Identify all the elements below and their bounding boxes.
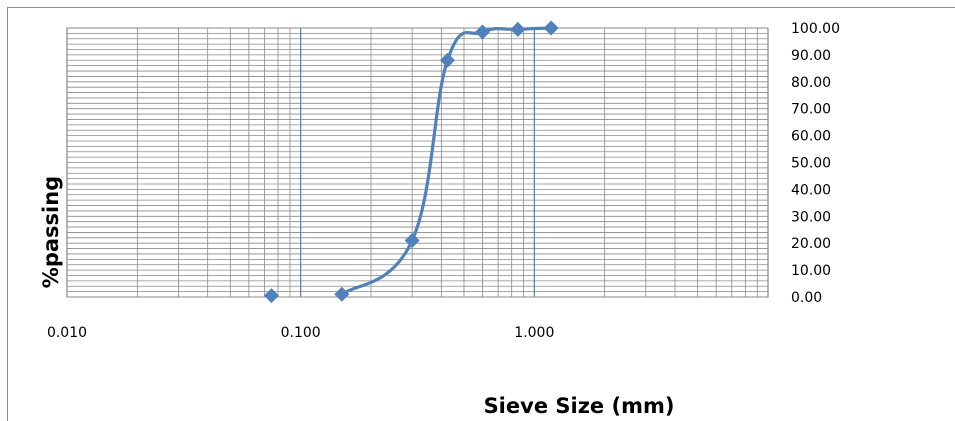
y-tick-label: 30.00 [791,209,831,225]
y-tick-label: 10.00 [791,263,831,279]
y-tick-label: 50.00 [791,156,831,172]
data-point-marker [440,52,456,68]
data-point-marker [263,288,279,304]
data-point-marker [543,20,559,36]
y-tick-label: 90.00 [791,48,831,64]
y-tick-label: 70.00 [791,102,831,118]
data-point-marker [474,24,490,40]
x-axis-title: Sieve Size (mm) [484,394,675,418]
plot-border [66,27,769,298]
y-tick-label: 60.00 [791,129,831,145]
y-tick-labels: 0.00 10.00 20.00 30.00 40.00 50.00 60.00 70.00 8… [791,21,840,306]
y-tick-label: 80.00 [791,75,831,91]
y-tick-label: 0.00 [791,290,822,306]
chart-frame [7,7,955,421]
data-point-marker [334,286,350,302]
y-tick-label: 100.00 [791,21,840,37]
x-tick-label: 1.000 [514,325,554,341]
x-tick-label: 0.010 [47,325,87,341]
y-axis-title: %passing [39,176,63,288]
x-tick-label: 0.100 [281,325,321,341]
data-point-marker [510,21,526,37]
data-point-marker [404,233,420,249]
series-line [340,26,552,296]
y-tick-label: 40.00 [791,182,831,198]
y-tick-label: 20.00 [791,236,831,252]
plot-area [66,27,769,298]
series-layer [263,20,559,304]
x-tick-labels: 0.010 0.100 1.000 [47,325,554,341]
minor-grid [67,27,768,298]
